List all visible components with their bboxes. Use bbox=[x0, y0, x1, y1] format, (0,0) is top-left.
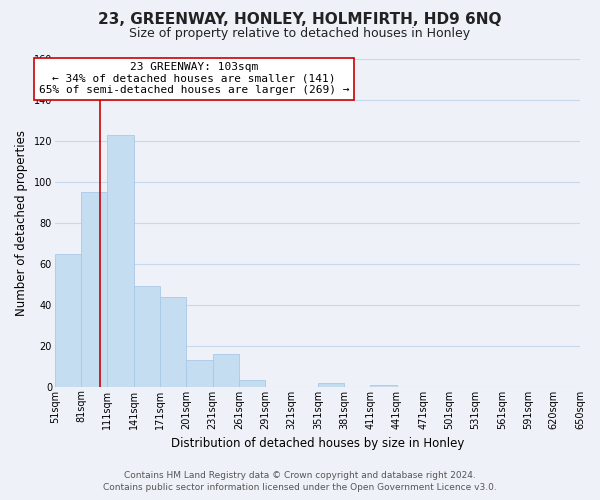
Bar bbox=[318, 382, 344, 386]
X-axis label: Distribution of detached houses by size in Honley: Distribution of detached houses by size … bbox=[171, 437, 464, 450]
Bar bbox=[239, 380, 265, 386]
Y-axis label: Number of detached properties: Number of detached properties bbox=[15, 130, 28, 316]
Text: Size of property relative to detached houses in Honley: Size of property relative to detached ho… bbox=[130, 28, 470, 40]
Bar bbox=[107, 135, 134, 386]
Bar bbox=[212, 354, 239, 386]
Bar bbox=[134, 286, 160, 386]
Text: 23 GREENWAY: 103sqm
← 34% of detached houses are smaller (141)
65% of semi-detac: 23 GREENWAY: 103sqm ← 34% of detached ho… bbox=[39, 62, 349, 96]
Bar bbox=[187, 360, 212, 386]
Bar bbox=[55, 254, 81, 386]
Bar bbox=[370, 384, 397, 386]
Bar bbox=[160, 296, 187, 386]
Text: Contains HM Land Registry data © Crown copyright and database right 2024.
Contai: Contains HM Land Registry data © Crown c… bbox=[103, 471, 497, 492]
Text: 23, GREENWAY, HONLEY, HOLMFIRTH, HD9 6NQ: 23, GREENWAY, HONLEY, HOLMFIRTH, HD9 6NQ bbox=[98, 12, 502, 28]
Bar bbox=[81, 192, 107, 386]
